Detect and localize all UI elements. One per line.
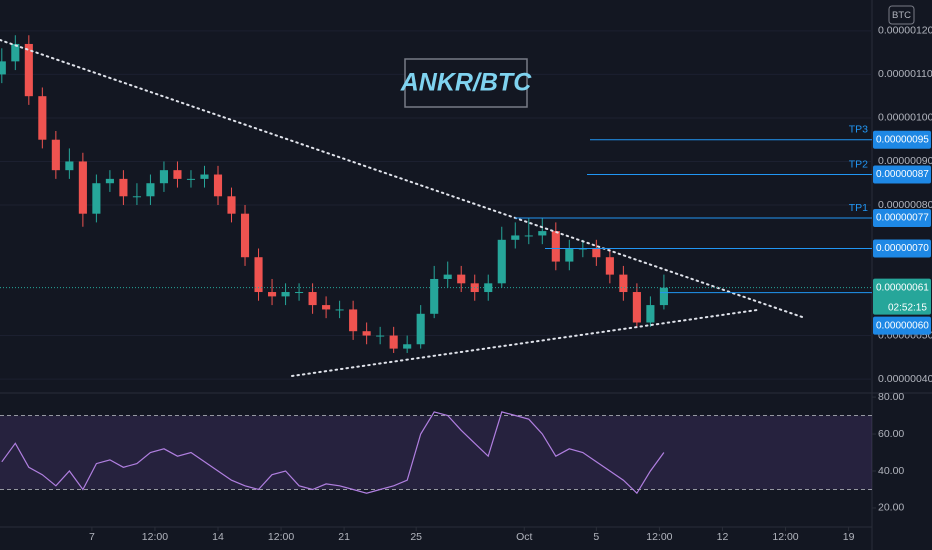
candle-body bbox=[281, 292, 290, 297]
candle-body bbox=[605, 257, 614, 275]
price-badge bbox=[873, 165, 931, 184]
candle-body bbox=[376, 335, 385, 337]
y-tick-label: 0.00000040 bbox=[878, 373, 932, 385]
candle-body bbox=[146, 183, 155, 197]
price-badge bbox=[873, 130, 931, 149]
candle-body bbox=[565, 248, 574, 262]
last-price-badge bbox=[873, 278, 931, 315]
target-name: TP2 bbox=[849, 158, 868, 170]
candle-body bbox=[65, 161, 74, 171]
candle-body bbox=[254, 257, 263, 293]
candle-body bbox=[119, 178, 128, 197]
x-tick-label: 12:00 bbox=[268, 531, 294, 543]
candle-body bbox=[213, 174, 223, 197]
candle-body bbox=[349, 309, 358, 332]
title-box bbox=[404, 58, 528, 108]
x-tick-label: 12:00 bbox=[646, 531, 672, 543]
candle-body bbox=[200, 174, 209, 179]
marks bbox=[0, 30, 876, 531]
price-badge bbox=[873, 239, 931, 258]
candle-body bbox=[173, 170, 182, 179]
x-tick-label: 25 bbox=[410, 531, 422, 543]
candle-body bbox=[389, 335, 398, 349]
x-tick-label: Oct bbox=[516, 531, 532, 543]
support-badge bbox=[873, 316, 931, 335]
candle-body bbox=[24, 43, 33, 97]
x-tick-label: 7 bbox=[89, 531, 95, 543]
y-tick-label: 0.00000100 bbox=[878, 112, 932, 124]
candle-body bbox=[430, 278, 439, 314]
price-badge bbox=[873, 209, 931, 228]
candle-body bbox=[443, 274, 452, 279]
candle-body bbox=[335, 309, 344, 311]
x-tick-label: 12:00 bbox=[772, 531, 798, 543]
x-tick-label: 21 bbox=[338, 531, 350, 543]
x-tick-label: 5 bbox=[593, 531, 599, 543]
y-tick-label: 40.00 bbox=[878, 465, 904, 477]
rsi-line bbox=[1, 411, 665, 495]
x-tick-label: 19 bbox=[843, 531, 855, 543]
y-tick-label: 0.00000080 bbox=[878, 199, 932, 211]
last-price-label: 0.00000061 bbox=[876, 282, 929, 293]
candle-body bbox=[659, 287, 668, 306]
currency-label: BTC bbox=[892, 10, 911, 21]
y-tick-label: 80.00 bbox=[878, 391, 904, 403]
price-badge-label: 0.00000077 bbox=[876, 213, 929, 224]
lower-trendline bbox=[291, 309, 758, 377]
price-badge-label: 0.00000087 bbox=[876, 169, 929, 180]
candle-body bbox=[295, 292, 304, 294]
candle-body bbox=[11, 43, 20, 62]
candle-body bbox=[92, 183, 101, 214]
target-name: TP3 bbox=[849, 123, 868, 135]
price-badge-label: 0.00000070 bbox=[876, 243, 929, 254]
target-name: TP1 bbox=[849, 202, 868, 214]
x-tick-label: 14 bbox=[212, 531, 224, 543]
candle-body bbox=[322, 305, 331, 310]
candle-body bbox=[362, 331, 371, 336]
candle-body bbox=[51, 139, 60, 171]
y-tick-label: 0.00000120 bbox=[878, 25, 932, 37]
candle-body bbox=[632, 292, 641, 323]
candle-body bbox=[538, 231, 547, 236]
countdown-label: 02:52:15 bbox=[888, 302, 927, 313]
candle-body bbox=[227, 196, 236, 214]
rsi-band bbox=[0, 415, 872, 490]
price-badge-label: 0.00000095 bbox=[876, 134, 929, 145]
candle-body bbox=[416, 313, 425, 345]
candle-body bbox=[0, 61, 6, 75]
candle-body bbox=[38, 96, 47, 140]
x-tick-label: 12 bbox=[717, 531, 729, 543]
candle-body bbox=[105, 178, 114, 184]
candle-body bbox=[267, 292, 277, 297]
y-tick-label: 60.00 bbox=[878, 428, 904, 440]
candle-body bbox=[646, 305, 655, 323]
y-tick-label: 20.00 bbox=[878, 502, 904, 514]
candle-body bbox=[511, 235, 520, 240]
candle-body bbox=[457, 274, 466, 284]
candle-body bbox=[132, 196, 141, 198]
candle-body bbox=[403, 344, 412, 349]
candle-body bbox=[497, 239, 506, 284]
candle-body bbox=[308, 292, 317, 306]
candle-body bbox=[484, 283, 493, 293]
candle-body bbox=[592, 248, 601, 258]
upper-trendline bbox=[0, 39, 806, 319]
overlay: 0.00000120 0.00000110 0.00000100 0.00000090… bbox=[0, 25, 932, 543]
candle-body bbox=[159, 170, 169, 184]
chart-title: ANKR/BTC bbox=[400, 69, 532, 97]
support-label: 0.00000060 bbox=[876, 320, 929, 331]
x-tick-label: 12:00 bbox=[142, 531, 168, 543]
currency-badge bbox=[888, 5, 915, 25]
candle-body bbox=[78, 161, 87, 214]
candle-body bbox=[240, 213, 250, 258]
y-tick-label: 0.00000090 bbox=[878, 155, 932, 167]
candle-body bbox=[524, 235, 533, 237]
candle-body bbox=[186, 178, 196, 180]
y-tick-label: 0.00000110 bbox=[878, 68, 932, 80]
candle-body bbox=[619, 274, 628, 293]
candle-body bbox=[551, 231, 560, 262]
